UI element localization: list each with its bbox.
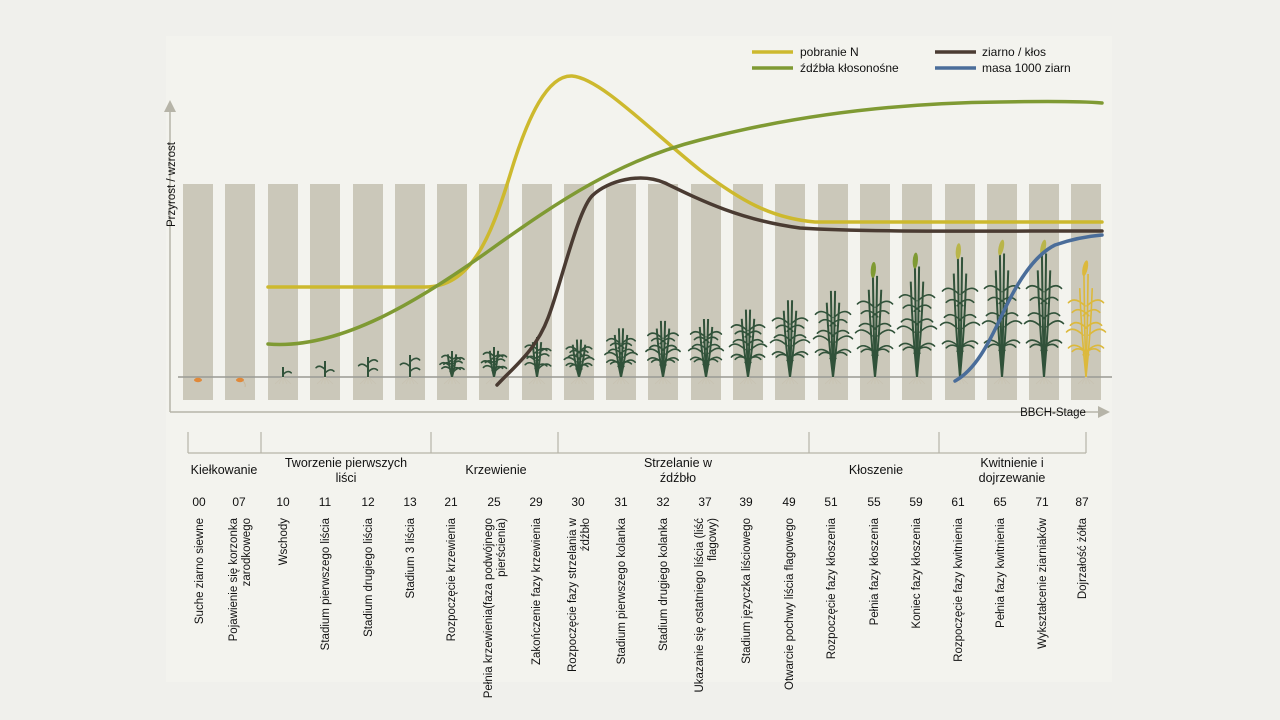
stage-desc-49: Otwarcie pochwy liścia flagowego [784,518,796,690]
legend-label-thousand-grain-weight: masa 1000 ziarn [982,61,1071,75]
axes: Przyrost / wzrost BBCH-Stage [164,100,1110,419]
phase-label-2: Tworzenie pierwszych liści [285,456,407,485]
stage-desc-59: Koniec fazy kłoszenia [911,517,923,628]
stage-desc-51: Rozpoczęcie fazy kłoszenia [826,517,838,659]
plant-39 [728,309,768,385]
plant-51 [812,290,854,385]
plant-illustrations [194,239,1107,388]
plant-07 [236,377,246,388]
bbch-code-11: 11 [319,495,332,509]
plant-59 [896,252,938,385]
stage-descriptions: Suche ziarno siewne Pojawienie się korzon… [194,517,1089,698]
curve-n-uptake [266,74,1104,289]
plant-21 [439,351,465,385]
stage-desc-29: Zakończenie fazy krzewienia [531,517,543,665]
bbch-code-12: 12 [361,495,375,509]
phase-label-4: Strzelanie w źdźbło [644,456,713,485]
stage-desc-87: Dojrzałość żółta [1077,517,1089,599]
stage-desc-71: Wykształcenie ziarniaków [1037,517,1049,649]
bbch-code-31: 31 [614,495,628,509]
plant-12 [357,357,379,385]
phase-labels: Kiełkowanie Tworzenie pierwszych liści Krze… [191,456,1046,485]
curve-ear-bearing-stems [266,99,1104,347]
bbch-code-71: 71 [1035,495,1049,509]
plant-37 [687,318,725,385]
stage-desc-25: Pełnia krzewienia(faza podwójnegopierści… [483,518,508,698]
plant-87 [1065,260,1107,385]
bbch-code-59: 59 [909,495,923,509]
x-axis-arrowhead [1098,406,1110,418]
bbch-code-00: 00 [192,495,206,509]
bbch-code-21: 21 [444,495,458,509]
stage-desc-21: Rozpoczęcie krzewienia [446,517,458,641]
stage-desc-30: Rozpoczęcie fazy strzelania wźdźbło [567,517,592,672]
curve-thousand-grain-weight [953,233,1104,383]
bbch-code-29: 29 [529,495,543,509]
legend-label-n-uptake: pobranie N [800,45,859,59]
stage-column-07 [225,184,255,400]
plant-71 [1023,239,1065,385]
stage-desc-61: Rozpoczęcie fazy kwitnienia [953,517,965,661]
bbch-code-49: 49 [782,495,796,509]
plant-31 [604,328,638,385]
plant-13 [399,355,421,385]
plant-30 [563,339,595,385]
stage-desc-13: Stadium 3 liścia [405,517,417,598]
stage-desc-55: Pełnia fazy kłoszenia [869,517,881,625]
bbch-code-87: 87 [1075,495,1089,509]
bbch-code-32: 32 [656,495,670,509]
plant-61 [939,243,981,385]
stage-desc-37: Ukazanie się ostatniego liścia (liśćflag… [694,518,719,693]
stage-desc-07: Pojawienie się korzonkazarodkowego [228,517,253,641]
bbch-code-25: 25 [487,495,501,509]
bbch-code-51: 51 [824,495,838,509]
y-axis-label: Przyrost / wzrost [166,141,178,227]
legend: pobranie N ziarno / kłos źdźbła kłosonoś… [752,45,1071,75]
plant-65 [981,239,1023,385]
plant-11 [315,361,335,385]
bbch-code-39: 39 [739,495,753,509]
bbch-code-07: 07 [232,495,246,509]
plant-25 [480,347,508,385]
bbch-code-13: 13 [403,495,417,509]
plant-32 [645,320,681,385]
phase-brackets [187,432,1087,454]
plant-49 [769,300,811,385]
phase-label-3: Krzewienie [465,463,526,477]
bbch-code-61: 61 [951,495,965,509]
plant-55 [854,261,896,385]
plant-00 [194,377,202,383]
stage-column-10 [268,184,298,400]
bbch-code-10: 10 [276,495,290,509]
stage-desc-32: Stadium drugiego kolanka [658,517,670,651]
stage-desc-39: Stadium języczka liściowego [741,518,753,664]
phase-label-1: Kiełkowanie [191,463,258,477]
stage-desc-12: Stadium drugiego liścia [363,517,375,637]
stage-desc-00: Suche ziarno siewne [194,518,206,624]
stage-desc-31: Stadium pierwszego kolanka [616,517,628,664]
bbch-code-65: 65 [993,495,1007,509]
stage-column-00 [183,184,213,400]
stage-desc-65: Pełnia fazy kwitnienia [995,517,1007,628]
legend-label-ear-bearing-stems: źdźbła kłosonośne [800,61,899,75]
stage-desc-11: Stadium pierwszego liścia [320,517,332,650]
x-axis-label: BBCH-Stage [1020,407,1086,419]
bbch-code-37: 37 [698,495,712,509]
bbch-code-30: 30 [571,495,585,509]
bbch-code-55: 55 [867,495,881,509]
y-axis-arrowhead [164,100,176,112]
bbch-codes: 00 07 10 11 12 13 21 25 29 30 31 32 37 39 49 51 55 59 61 65… [192,495,1089,509]
plant-10 [274,367,292,385]
legend-label-grain-per-ear: ziarno / kłos [982,45,1046,59]
phase-label-6: Kwitnienie i dojrzewanie [979,456,1046,485]
stage-desc-10: Wschody [278,518,290,566]
curve-grain-per-ear [495,176,1104,387]
phase-label-5: Kłoszenie [849,463,903,477]
